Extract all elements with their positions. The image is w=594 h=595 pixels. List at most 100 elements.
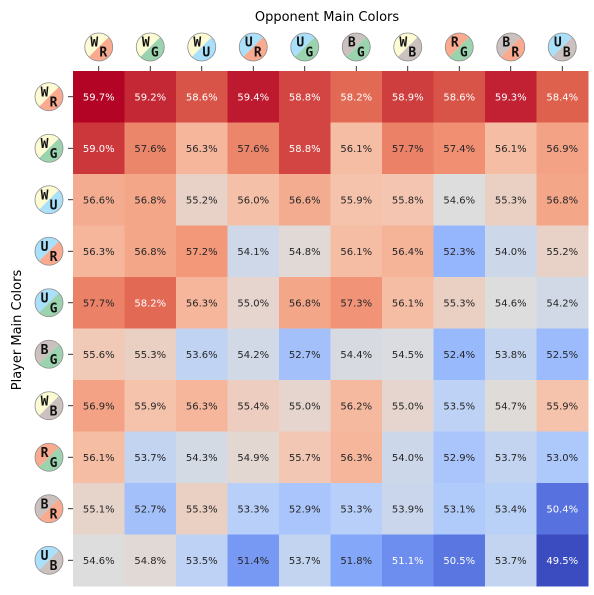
cell-value-label: 53.9% xyxy=(392,504,424,515)
heatmap-cell xyxy=(73,277,125,329)
cell-value-label: 52.9% xyxy=(289,504,321,515)
icon-upper-half xyxy=(548,33,573,57)
icon-letter-second: G xyxy=(460,46,468,61)
cell-value-label: 55.3% xyxy=(134,350,166,361)
icon-letter-first: W xyxy=(41,188,49,203)
heatmap-cell xyxy=(433,277,486,329)
icon-lower-half xyxy=(39,189,63,214)
heatmap-cell xyxy=(73,483,125,535)
heatmap-cell xyxy=(73,174,125,226)
icon-upper-half xyxy=(35,494,59,519)
heatmap-cell xyxy=(433,71,486,123)
heatmap-cell xyxy=(485,380,537,432)
heatmap-cell xyxy=(433,483,486,535)
icon-lower-half xyxy=(140,37,165,61)
icon-letter-first: W xyxy=(142,36,150,51)
icon-lower-half xyxy=(39,498,63,523)
icon-lower-half xyxy=(397,37,422,62)
x-axis-title: Opponent Main Colors xyxy=(255,10,400,25)
icon-letter-first: B xyxy=(348,36,356,51)
heatmap-cell xyxy=(227,380,280,432)
cell-value-label: 57.4% xyxy=(443,144,475,155)
heatmap-cell xyxy=(73,225,125,278)
x-tick-wb-icon: WB xyxy=(393,32,423,62)
icon-letter-first: U xyxy=(245,36,253,51)
cell-value-label: 58.9% xyxy=(392,92,424,103)
cell-value-label: 51.1% xyxy=(392,556,424,567)
cell-value-label: 57.6% xyxy=(134,144,166,155)
cell-value-label: 53.3% xyxy=(340,504,372,515)
icon-outline xyxy=(496,32,526,62)
heatmap-cell xyxy=(279,174,331,226)
icon-letter-first: B xyxy=(502,36,510,51)
icon-lower-half xyxy=(243,37,268,61)
heatmap-cell xyxy=(433,431,486,484)
cell-value-label: 55.0% xyxy=(237,298,269,309)
heatmap-cell xyxy=(124,277,177,329)
cell-value-label: 55.2% xyxy=(546,247,578,258)
cell-value-label: 58.6% xyxy=(443,92,475,103)
x-tick-ur-icon: UR xyxy=(238,32,268,62)
heatmap-cell xyxy=(176,328,228,381)
cell-value-label: 54.5% xyxy=(392,350,424,361)
x-tick-ug-icon: UG xyxy=(290,32,320,62)
icon-lower-half xyxy=(39,86,64,111)
y-tick-ur-icon: UR xyxy=(34,236,64,266)
heatmap-cell xyxy=(227,71,280,123)
heatmap-cell xyxy=(536,225,589,278)
x-tick-wg-icon: WG xyxy=(135,32,165,62)
icon-letter-second: U xyxy=(50,198,58,213)
cell-value-label: 53.7% xyxy=(495,453,527,464)
heatmap-cell xyxy=(227,431,280,484)
icon-outline xyxy=(34,545,64,575)
icon-outline xyxy=(34,494,64,524)
heatmap-cell xyxy=(485,71,537,123)
y-tick-rg-icon: RG xyxy=(34,442,64,472)
icon-outline xyxy=(34,391,64,421)
icon-lower-half xyxy=(39,344,63,369)
heatmap-cell xyxy=(176,225,228,278)
cell-value-label: 55.3% xyxy=(443,298,475,309)
cell-value-label: 53.3% xyxy=(237,504,269,515)
icon-letter-first: B xyxy=(41,343,49,358)
icon-upper-half xyxy=(35,546,59,571)
cell-value-label: 54.8% xyxy=(134,556,166,567)
cell-value-label: 58.8% xyxy=(289,92,321,103)
icon-upper-half xyxy=(290,32,315,57)
cell-value-label: 56.1% xyxy=(340,247,372,258)
heatmap-cell xyxy=(73,71,125,123)
heatmap-cell xyxy=(330,277,383,329)
icon-letter-first: W xyxy=(41,137,49,152)
cell-value-label: 59.0% xyxy=(83,144,115,155)
cell-value-label: 53.7% xyxy=(289,556,321,567)
cell-value-label: 59.2% xyxy=(134,92,166,103)
heatmap-cell xyxy=(433,122,486,175)
cell-value-label: 59.4% xyxy=(237,92,269,103)
y-tick-wb-icon: WB xyxy=(34,391,64,421)
heatmap-cell xyxy=(536,174,589,226)
cell-value-label: 51.8% xyxy=(340,556,372,567)
heatmap-cell xyxy=(73,328,125,381)
heatmap-cell xyxy=(279,71,331,123)
heatmap-cell xyxy=(227,483,280,535)
heatmap-cell xyxy=(176,71,228,123)
icon-lower-half xyxy=(39,241,64,266)
heatmap-cell xyxy=(279,380,331,432)
cell-value-label: 56.3% xyxy=(186,401,218,412)
icon-letter-second: R xyxy=(99,46,107,61)
icon-upper-half xyxy=(34,82,59,107)
cell-value-label: 55.6% xyxy=(83,350,115,361)
heatmap-cell xyxy=(124,431,177,484)
heatmap-cell xyxy=(485,328,537,381)
cell-value-label: 56.3% xyxy=(83,247,115,258)
icon-upper-half xyxy=(35,340,59,365)
cell-value-label: 53.5% xyxy=(186,556,218,567)
heatmap-cell xyxy=(176,122,228,175)
heatmap-cell xyxy=(382,534,434,587)
cell-value-label: 56.3% xyxy=(186,298,218,309)
cell-value-label: 55.7% xyxy=(289,453,321,464)
icon-outline xyxy=(34,339,64,369)
heatmap-cell xyxy=(536,71,589,123)
cell-value-label: 57.7% xyxy=(83,298,115,309)
heatmap-cell xyxy=(73,534,125,587)
